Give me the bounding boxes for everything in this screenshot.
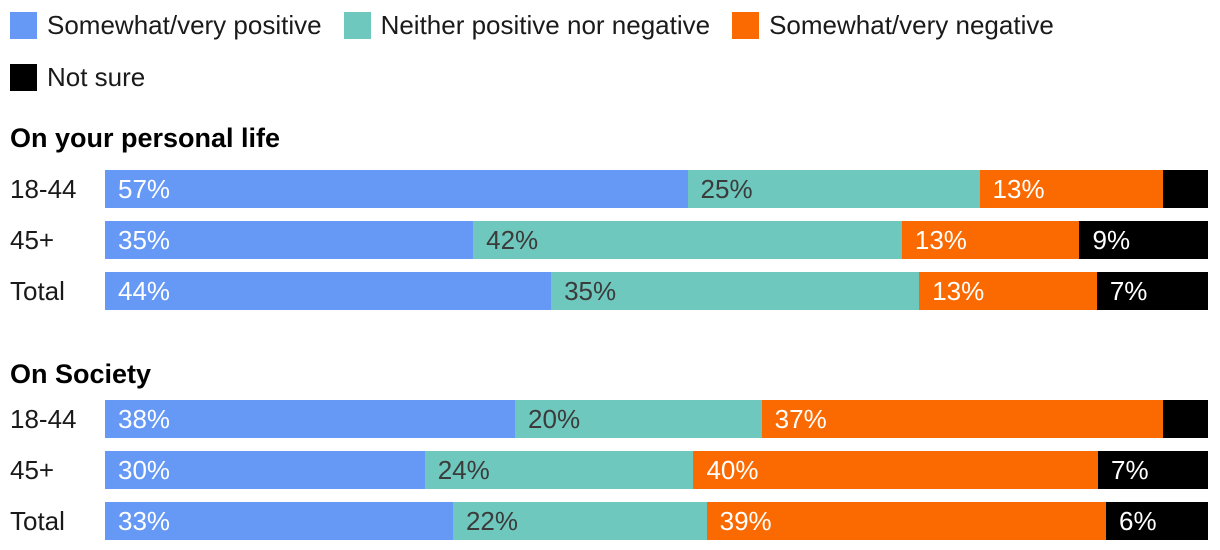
legend-label: Somewhat/very positive — [47, 10, 322, 40]
bar-segment-not-sure: 6% — [1106, 502, 1209, 540]
bar-segment-neutral: 25% — [687, 170, 980, 208]
legend-item-neutral: Neither positive nor negative — [343, 10, 711, 40]
segment-value-label: 35% — [564, 275, 617, 306]
bar-segment-not-sure: 7% — [1096, 272, 1208, 310]
bar-segment-negative: 40% — [693, 451, 1098, 489]
segment-value-label: 13% — [992, 173, 1045, 204]
chart-section: On your personal life 18-44 57% 25% 13% 45+ 35… — [10, 122, 1208, 310]
row-label: Total — [10, 505, 65, 536]
segment-value-label: 13% — [914, 224, 967, 255]
segment-value-label: 40% — [706, 454, 759, 485]
bar-segment-neutral: 42% — [473, 221, 902, 259]
bar-row: 45+ 30% 24% 40% 7% — [10, 451, 1208, 489]
segment-value-label: 20% — [528, 403, 581, 434]
bar-track: 44% 35% 13% 7% — [105, 272, 1208, 310]
segment-value-label: 37% — [774, 403, 827, 434]
segment-value-label: 35% — [118, 224, 171, 255]
row-label: 18-44 — [10, 173, 77, 204]
bar-row: 18-44 38% 20% 37% — [10, 400, 1208, 438]
legend-row: Somewhat/very positive Neither positive n… — [10, 10, 1208, 40]
segment-value-label: 25% — [700, 173, 753, 204]
segment-value-label: 6% — [1119, 505, 1157, 536]
bar-segment-not-sure: 7% — [1098, 451, 1208, 489]
bar-segment-positive: 38% — [105, 400, 516, 438]
bar-segment-neutral: 35% — [551, 272, 920, 310]
bar-segment-positive: 44% — [105, 272, 552, 310]
segment-value-label: 38% — [118, 403, 171, 434]
legend-item-not-sure: Not sure — [10, 62, 145, 92]
legend-item-positive: Somewhat/very positive — [10, 10, 322, 40]
segment-value-label: 57% — [118, 173, 171, 204]
legend-item-negative: Somewhat/very negative — [732, 10, 1054, 40]
segment-value-label: 13% — [932, 275, 985, 306]
segment-value-label: 33% — [118, 505, 171, 536]
bar-row: Total 44% 35% 13% 7% — [10, 272, 1208, 310]
bar-segment-not-sure — [1162, 400, 1208, 438]
bar-segment-neutral: 20% — [515, 400, 762, 438]
segment-value-label: 24% — [437, 454, 490, 485]
bar-segment-neutral: 24% — [424, 451, 694, 489]
row-label: Total — [10, 275, 65, 306]
section-title: On Society — [10, 359, 152, 389]
bar-segment-negative: 13% — [901, 221, 1080, 259]
bar-segment-negative: 39% — [706, 502, 1106, 540]
bar-segment-positive: 35% — [105, 221, 474, 259]
legend-swatch-positive-icon — [10, 11, 37, 39]
legend-label: Neither positive nor negative — [380, 10, 711, 40]
bar-track: 38% 20% 37% — [105, 400, 1208, 438]
bar-track: 57% 25% 13% — [105, 170, 1208, 208]
legend-row: Not sure — [10, 62, 1208, 92]
bar-segment-negative: 13% — [919, 272, 1097, 310]
chart-legend: Somewhat/very positive Neither positive n… — [10, 10, 1208, 92]
chart-body: On your personal life 18-44 57% 25% 13% 45+ 35… — [10, 122, 1209, 540]
bar-track: 30% 24% 40% 7% — [105, 451, 1208, 489]
chart-section: On Society 18-44 38% 20% 37% 45+ 30% 24% 40% 7% To… — [10, 358, 1209, 540]
legend-swatch-negative-icon — [732, 11, 760, 39]
row-label: 45+ — [10, 454, 55, 485]
legend-swatch-neutral-icon — [343, 11, 371, 39]
bar-row: 18-44 57% 25% 13% — [10, 170, 1208, 208]
bar-segment-neutral: 22% — [452, 502, 707, 540]
segment-value-label: 44% — [118, 275, 171, 306]
segment-value-label: 39% — [719, 505, 772, 536]
bar-segment-not-sure — [1162, 170, 1208, 208]
segment-value-label: 22% — [465, 505, 518, 536]
bar-segment-positive: 57% — [105, 170, 688, 208]
bar-segment-positive: 30% — [105, 451, 425, 489]
legend-label: Somewhat/very negative — [769, 10, 1054, 40]
bar-segment-negative: 13% — [979, 170, 1163, 208]
legend-label: Not sure — [47, 62, 146, 92]
segment-value-label: 7% — [1111, 454, 1149, 485]
segment-value-label: 30% — [118, 454, 171, 485]
row-label: 45+ — [10, 224, 55, 255]
row-label: 18-44 — [10, 403, 77, 434]
segment-value-label: 9% — [1092, 224, 1131, 255]
bar-track: 35% 42% 13% 9% — [105, 221, 1208, 259]
bar-row: 45+ 35% 42% 13% 9% — [10, 221, 1208, 259]
bar-track: 33% 22% 39% 6% — [105, 502, 1209, 540]
section-title: On your personal life — [10, 123, 281, 153]
bar-segment-negative: 37% — [761, 400, 1163, 438]
legend-swatch-not-sure-icon — [10, 63, 37, 91]
segment-value-label: 7% — [1109, 275, 1148, 306]
segment-value-label: 42% — [486, 224, 539, 255]
bar-segment-not-sure: 9% — [1079, 221, 1208, 259]
bar-segment-positive: 33% — [105, 502, 453, 540]
bar-row: Total 33% 22% 39% 6% — [10, 502, 1209, 540]
